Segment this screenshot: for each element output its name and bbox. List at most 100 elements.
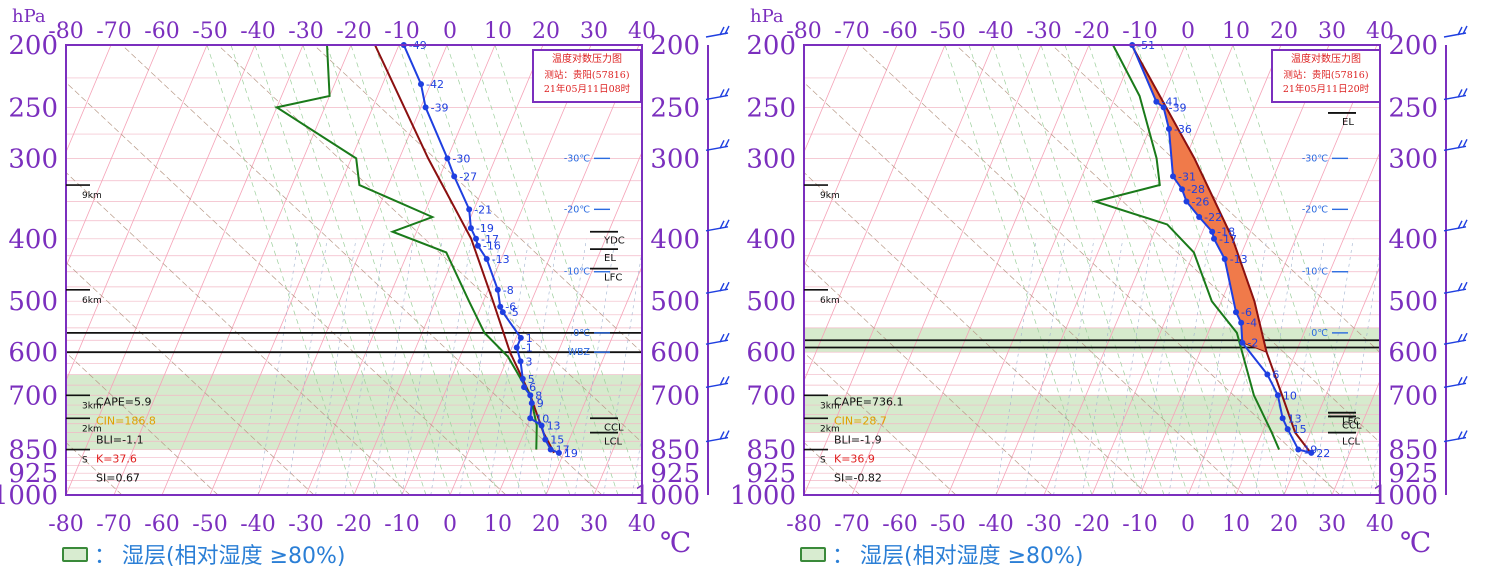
- temperature-tick-label: -20: [336, 512, 371, 537]
- hpa-label: hPa: [750, 6, 784, 27]
- temperature-point: [1196, 214, 1203, 221]
- isotherm-line: [804, 45, 946, 382]
- temperature-tick-label: -40: [240, 19, 275, 44]
- wind-barb: [705, 226, 729, 232]
- temperature-point: [467, 225, 474, 232]
- temperature-point: [1211, 235, 1218, 242]
- temperature-tick-label: -30: [288, 512, 323, 537]
- temperature-tick-label: -10: [1122, 512, 1157, 537]
- pressure-tick-label: 250: [746, 93, 796, 123]
- dry-adiabat-line: [859, 45, 1341, 495]
- pressure-tick-label: 500: [8, 287, 58, 317]
- temperature-tick-label: -20: [1074, 19, 1109, 44]
- temperature-tick-label: -80: [786, 512, 821, 537]
- wind-barb: [724, 25, 730, 35]
- info-box-time: 21年05月11日08时: [544, 83, 631, 95]
- temperature-point: [538, 422, 545, 429]
- temperature-point-label: 6: [1272, 369, 1279, 382]
- temperature-tick-label: 10: [484, 19, 512, 44]
- wind-barb: [1462, 430, 1468, 439]
- pressure-tick-label: 700: [1388, 381, 1438, 411]
- temperature-tick-label: -40: [978, 512, 1013, 537]
- temperature-point-label: 5: [528, 373, 535, 386]
- temperature-point-label: 10: [535, 412, 549, 425]
- moist-adiabat-line: [254, 45, 403, 495]
- wind-barb: [1462, 332, 1468, 342]
- wind-barb: [1443, 339, 1467, 345]
- temperature-tick-label: 20: [1270, 19, 1298, 44]
- temperature-point: [1238, 319, 1245, 326]
- isotherm-line: [804, 45, 850, 154]
- mixing-ratio-line: [315, 238, 357, 495]
- wind-barb: [705, 288, 729, 294]
- plot-frame: [803, 44, 1381, 496]
- height-label: 9km: [820, 191, 840, 201]
- level-label: CCL: [604, 422, 624, 433]
- legend-colon: ：: [832, 544, 855, 569]
- level-label: LCL: [604, 437, 623, 448]
- temperature-tick-label: -70: [96, 512, 131, 537]
- moist-adiabat-line: [1232, 45, 1380, 495]
- index-si: SI=0.67: [96, 471, 140, 484]
- mixing-ratio-line: [1197, 238, 1239, 495]
- isotherm-label: -30℃: [564, 153, 591, 164]
- temperature-point: [451, 173, 458, 180]
- mixing-ratio-line: [344, 238, 386, 495]
- dry-adiabat-line: [121, 45, 603, 495]
- wind-barb: [724, 139, 730, 148]
- temperature-point: [1308, 449, 1315, 456]
- moist-adiabat-line: [398, 45, 547, 495]
- pressure-tick-label: 1000: [634, 481, 700, 511]
- temperature-tick-label: -60: [144, 19, 179, 44]
- moist-adiabat-line: [968, 45, 1117, 495]
- mixing-ratio-line: [603, 249, 642, 495]
- temperature-tick-label: 10: [484, 512, 512, 537]
- wind-barb: [1457, 220, 1463, 230]
- temperature-point: [1209, 228, 1216, 235]
- dry-adiabat-line: [804, 82, 1245, 495]
- level-label: EL: [1342, 117, 1354, 128]
- mixing-ratio-line: [516, 238, 558, 495]
- moist-adiabat-line: [230, 45, 379, 495]
- moist-adiabat-line: [1064, 45, 1213, 495]
- temperature-tick-label: 40: [1366, 512, 1394, 537]
- temperature-point-label: -31: [1178, 170, 1196, 183]
- temperature-point-label: -5: [508, 306, 519, 319]
- temperature-point: [499, 309, 506, 316]
- temperature-tick-label: 20: [1270, 512, 1298, 537]
- mixing-ratio-line: [1110, 238, 1152, 495]
- temperature-point-label: 1: [526, 332, 533, 345]
- temperature-point-label: 13: [547, 420, 561, 433]
- temperature-point-label: -36: [1174, 123, 1192, 136]
- pressure-tick-label: 850: [8, 436, 58, 466]
- wet-layer-swatch: [800, 546, 826, 562]
- temperature-tick-label: -50: [930, 512, 965, 537]
- dry-adiabat-line: [66, 352, 219, 495]
- pressure-tick-label: 600: [650, 338, 700, 368]
- height-label: 2km: [82, 424, 102, 434]
- dry-adiabat-line: [1051, 45, 1380, 353]
- moist-adiabat-line: [302, 45, 451, 495]
- dry-adiabat-line: [955, 45, 1380, 443]
- moist-adiabat-line: [1112, 45, 1261, 495]
- temperature-point-label: -42: [426, 78, 444, 91]
- level-label: LFC: [1342, 417, 1360, 428]
- index-cin: CIN=186.8: [96, 414, 156, 427]
- temperature-tick-label: 10: [1222, 19, 1250, 44]
- isotherm-line: [66, 45, 160, 268]
- info-box-station: 测站：贵阳(57816): [1283, 69, 1368, 81]
- mixing-ratio-line: [1053, 238, 1095, 495]
- temperature-point: [1160, 104, 1167, 111]
- wind-barb: [1457, 431, 1463, 440]
- mixing-ratio-line: [1024, 238, 1066, 495]
- wind-barb: [705, 436, 729, 443]
- temperature-tick-label: -50: [192, 512, 227, 537]
- temperature-point-label: -13: [492, 253, 510, 266]
- isotherm-line: [66, 45, 112, 154]
- temperature-tick-label: 0: [1181, 19, 1195, 44]
- isotherm-line: [545, 265, 642, 495]
- temperature-tick-label: -10: [384, 512, 419, 537]
- temperature-point-label: -6: [1241, 306, 1252, 319]
- wet-layer-legend-right: ： 湿层(相对湿度 ≥80%): [800, 538, 1084, 570]
- moist-adiabat-line: [1040, 45, 1189, 495]
